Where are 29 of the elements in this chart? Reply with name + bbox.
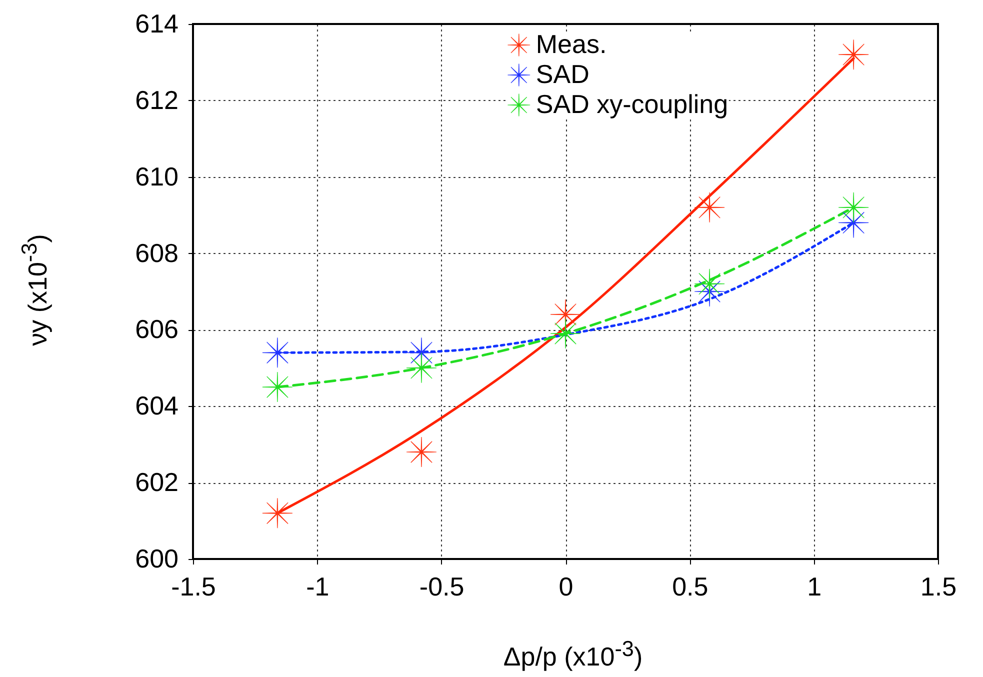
y-tick-label: 608 xyxy=(135,238,178,268)
x-tick-label: 1 xyxy=(807,572,822,602)
y-tick-label: 610 xyxy=(135,161,178,192)
x-axis-title: Δp/p (x10$^{-3}$) xyxy=(503,636,643,673)
legend-label: SAD xyxy=(536,59,590,89)
y-tick-label: 602 xyxy=(135,467,178,498)
point xyxy=(262,498,293,528)
x-tick-label: -0.5 xyxy=(419,572,464,602)
point xyxy=(262,337,293,368)
point xyxy=(406,352,437,384)
legend-label: Meas. xyxy=(536,29,607,59)
point xyxy=(694,268,725,300)
y-tick-label: 612 xyxy=(135,84,178,115)
point xyxy=(262,372,293,402)
y-tick-label: 600 xyxy=(135,544,178,574)
y-tick-label: 606 xyxy=(135,314,178,344)
point xyxy=(550,318,581,349)
point xyxy=(838,39,869,70)
point xyxy=(838,192,869,223)
y-tick-label: 604 xyxy=(135,390,178,421)
x-tick-label: 1.5 xyxy=(920,572,957,602)
point xyxy=(406,436,437,468)
x-tick-label: -1 xyxy=(306,572,330,602)
x-tick-label: 0 xyxy=(558,572,574,602)
x-tick-label: -1.5 xyxy=(171,572,216,602)
y-tick-label: 614 xyxy=(135,8,178,38)
x-tick-label: 0.5 xyxy=(672,572,708,602)
legend-label: SAD xy-coupling xyxy=(536,89,728,119)
point xyxy=(694,192,725,223)
